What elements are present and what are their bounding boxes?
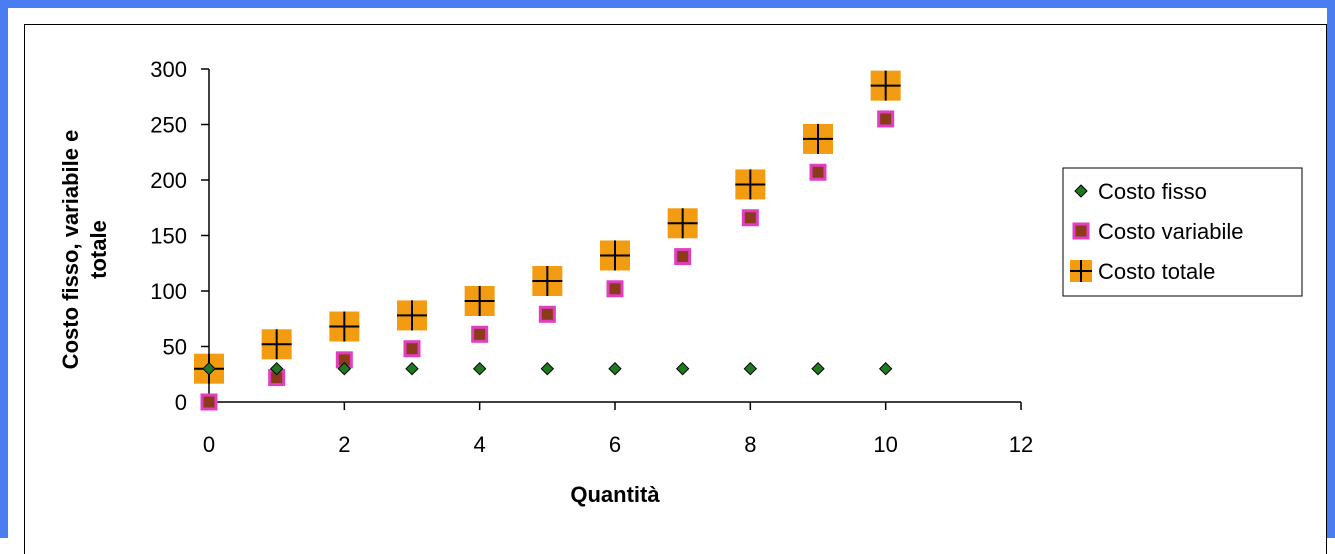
legend-box <box>1062 167 1303 297</box>
data-point <box>261 329 292 360</box>
data-point <box>675 361 690 376</box>
data-point <box>538 305 556 323</box>
x-tick-label: 8 <box>744 432 756 457</box>
y-tick-label: 150 <box>150 224 187 249</box>
y-tick-label: 50 <box>163 335 187 360</box>
y-axis-label-line: totale <box>86 220 111 279</box>
x-tick-label: 2 <box>338 432 350 457</box>
y-tick-label: 250 <box>150 113 187 138</box>
x-tick-label: 10 <box>873 432 897 457</box>
legend-label: Costo fisso <box>1098 179 1207 204</box>
legend-item: Costo totale <box>1070 259 1215 284</box>
legend-item: Costo fisso <box>1074 179 1207 204</box>
data-point <box>600 240 630 271</box>
data-point <box>269 361 284 376</box>
x-tick-label: 0 <box>203 432 215 457</box>
data-point <box>405 361 419 376</box>
axis-labels: Quantità Costo fisso, variabile e totale <box>58 130 660 507</box>
marks <box>194 70 901 411</box>
data-point <box>870 70 901 101</box>
legend-label: Costo variabile <box>1098 219 1244 244</box>
data-point <box>741 209 759 227</box>
x-tick-label: 6 <box>609 432 621 457</box>
legend-marker <box>1074 184 1088 198</box>
data-point <box>397 300 427 331</box>
x-axis-label: Quantità <box>570 482 660 507</box>
y-tick-label: 100 <box>150 279 187 304</box>
legend-label: Costo totale <box>1098 259 1215 284</box>
data-point <box>329 311 360 342</box>
legend: Costo fisso Costo variabile Costo totale <box>1062 167 1303 297</box>
data-point <box>809 163 827 181</box>
data-point <box>472 361 487 376</box>
x-tick-label: 4 <box>474 432 486 457</box>
legend-marker <box>1072 222 1090 240</box>
data-point <box>735 169 766 200</box>
y-axis-label: Costo fisso, variabile e totale <box>58 130 111 370</box>
data-point <box>743 361 758 376</box>
y-tick-label: 300 <box>150 57 187 82</box>
y-tick-label: 200 <box>150 168 187 193</box>
data-point <box>464 285 495 316</box>
x-tick-label: 12 <box>1009 432 1033 457</box>
data-point <box>803 123 833 154</box>
y-tick-label: 0 <box>175 390 187 415</box>
data-point <box>540 361 555 376</box>
legend-item: Costo variabile <box>1072 219 1244 244</box>
data-point <box>811 361 825 376</box>
data-point <box>403 340 421 358</box>
data-point <box>202 361 216 376</box>
y-axis-label-line: Costo fisso, variabile e <box>58 130 83 370</box>
data-point <box>674 248 692 266</box>
data-point <box>877 110 895 128</box>
data-point <box>200 393 218 411</box>
data-point <box>471 325 489 343</box>
data-point <box>667 208 698 239</box>
data-point <box>608 361 622 376</box>
data-point <box>337 361 352 376</box>
data-point <box>606 280 624 298</box>
data-point <box>532 266 563 297</box>
axes: 0 50 100 150 200 250 300 0 2 4 6 8 10 12 <box>150 57 1033 457</box>
data-point <box>878 361 893 376</box>
